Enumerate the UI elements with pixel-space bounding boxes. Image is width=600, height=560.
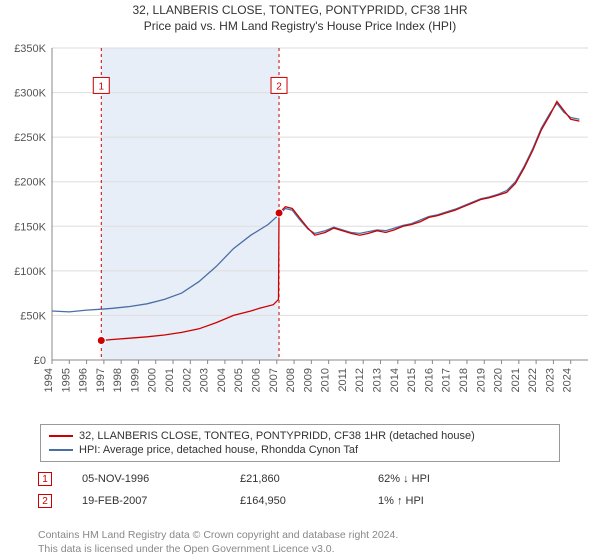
legend-label-blue: HPI: Average price, detached house, Rhon… [79, 444, 358, 456]
chart-svg: £0 £50K £100K £150K £200K £250K £300K £350K 1994… [0, 40, 600, 420]
svg-text:2015: 2015 [406, 368, 418, 392]
svg-text:1: 1 [98, 81, 104, 92]
legend-swatch-red [49, 435, 73, 437]
footer-line1: Contains HM Land Registry data © Crown c… [38, 528, 398, 542]
svg-text:2005: 2005 [233, 368, 245, 392]
title-subtitle: Price paid vs. HM Land Registry's House … [0, 19, 600, 33]
svg-text:£300K: £300K [14, 88, 46, 100]
tx1-date: 05-NOV-1996 [82, 473, 222, 485]
svg-text:1998: 1998 [112, 368, 124, 392]
svg-text:£350K: £350K [14, 43, 46, 55]
svg-text:£150K: £150K [14, 221, 46, 233]
svg-text:2011: 2011 [337, 368, 349, 392]
svg-text:2001: 2001 [164, 368, 176, 392]
transaction-row-1: 1 05-NOV-1996 £21,860 62% ↓ HPI [38, 472, 498, 486]
svg-text:£250K: £250K [14, 132, 46, 144]
svg-text:2004: 2004 [216, 368, 228, 392]
svg-text:2014: 2014 [389, 368, 401, 392]
svg-text:2024: 2024 [562, 368, 574, 392]
svg-text:2013: 2013 [372, 368, 384, 392]
footer-line2: This data is licensed under the Open Gov… [38, 542, 398, 556]
svg-text:£200K: £200K [14, 177, 46, 189]
legend-swatch-blue [49, 449, 73, 451]
legend-item-red: 32, LLANBERIS CLOSE, TONTEG, PONTYPRIDD,… [49, 429, 551, 443]
svg-text:1996: 1996 [78, 368, 90, 392]
tx2-price: £164,950 [240, 495, 360, 507]
svg-text:2017: 2017 [441, 368, 453, 392]
marker-badge-2: 2 [38, 494, 52, 508]
svg-text:2020: 2020 [493, 368, 505, 392]
svg-text:£100K: £100K [14, 266, 46, 278]
svg-text:2007: 2007 [268, 368, 280, 392]
svg-text:1994: 1994 [43, 368, 55, 392]
svg-text:2019: 2019 [475, 368, 487, 392]
title-address: 32, LLANBERIS CLOSE, TONTEG, PONTYPRIDD,… [0, 3, 600, 17]
svg-text:1997: 1997 [95, 368, 107, 392]
svg-text:2003: 2003 [199, 368, 211, 392]
svg-text:2023: 2023 [544, 368, 556, 392]
svg-text:2016: 2016 [423, 368, 435, 392]
tx2-pct: 1% ↑ HPI [378, 495, 498, 507]
legend: 32, LLANBERIS CLOSE, TONTEG, PONTYPRIDD,… [40, 424, 560, 462]
svg-text:1995: 1995 [60, 368, 72, 392]
svg-text:£0: £0 [34, 355, 46, 367]
marker-badge-1: 1 [38, 472, 52, 486]
svg-text:2022: 2022 [527, 368, 539, 392]
svg-text:2010: 2010 [320, 368, 332, 392]
svg-text:2000: 2000 [147, 368, 159, 392]
chart-area: £0 £50K £100K £150K £200K £250K £300K £350K 1994… [0, 40, 600, 420]
svg-text:2: 2 [276, 81, 282, 92]
footer-attribution: Contains HM Land Registry data © Crown c… [38, 528, 398, 556]
svg-text:1999: 1999 [129, 368, 141, 392]
svg-text:2008: 2008 [285, 368, 297, 392]
chart-container: 32, LLANBERIS CLOSE, TONTEG, PONTYPRIDD,… [0, 0, 600, 560]
svg-text:2018: 2018 [458, 368, 470, 392]
transaction-row-2: 2 19-FEB-2007 £164,950 1% ↑ HPI [38, 494, 498, 508]
titles: 32, LLANBERIS CLOSE, TONTEG, PONTYPRIDD,… [0, 0, 600, 33]
svg-text:£50K: £50K [20, 310, 46, 322]
svg-text:2009: 2009 [302, 368, 314, 392]
tx1-pct: 62% ↓ HPI [378, 473, 498, 485]
svg-text:2006: 2006 [250, 368, 262, 392]
svg-text:2021: 2021 [510, 368, 522, 392]
legend-label-red: 32, LLANBERIS CLOSE, TONTEG, PONTYPRIDD,… [79, 430, 475, 442]
svg-text:2002: 2002 [181, 368, 193, 392]
svg-text:2012: 2012 [354, 368, 366, 392]
tx2-date: 19-FEB-2007 [82, 495, 222, 507]
legend-item-blue: HPI: Average price, detached house, Rhon… [49, 443, 551, 457]
tx1-price: £21,860 [240, 473, 360, 485]
